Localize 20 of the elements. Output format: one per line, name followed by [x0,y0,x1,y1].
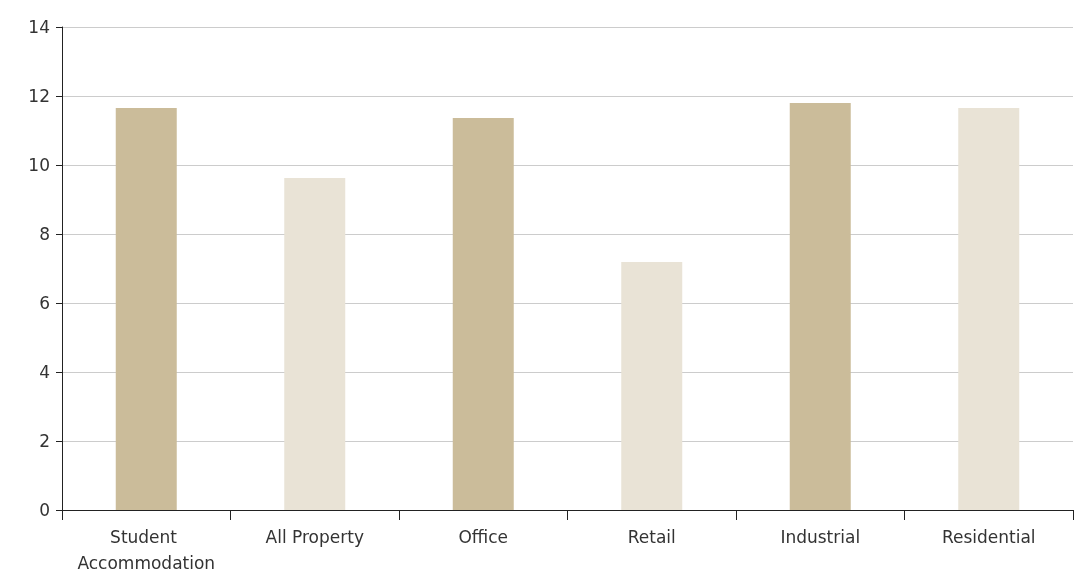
y-tick-label: 8 [39,224,50,244]
x-tick-label: Residential [941,527,1036,547]
bar [115,108,177,510]
x-tick-label: Student Accommodation [77,527,216,573]
y-tick-label: 4 [39,362,50,382]
bar [621,261,683,510]
bar [789,102,851,510]
x-tick-label: Office [458,527,509,547]
bar [284,178,346,510]
y-tick-label: 14 [28,17,50,37]
bar [958,108,1020,510]
x-tick-label: Industrial [780,527,861,547]
x-tick-label: Retail [627,527,676,547]
y-tick-label: 0 [39,500,50,520]
y-tick-label: 6 [39,293,50,313]
y-tick-label: 12 [28,86,50,106]
bar [452,118,514,510]
y-tick-label: 10 [28,155,50,175]
y-tick-label: 2 [39,431,50,451]
x-tick-label: All Property [265,527,364,547]
